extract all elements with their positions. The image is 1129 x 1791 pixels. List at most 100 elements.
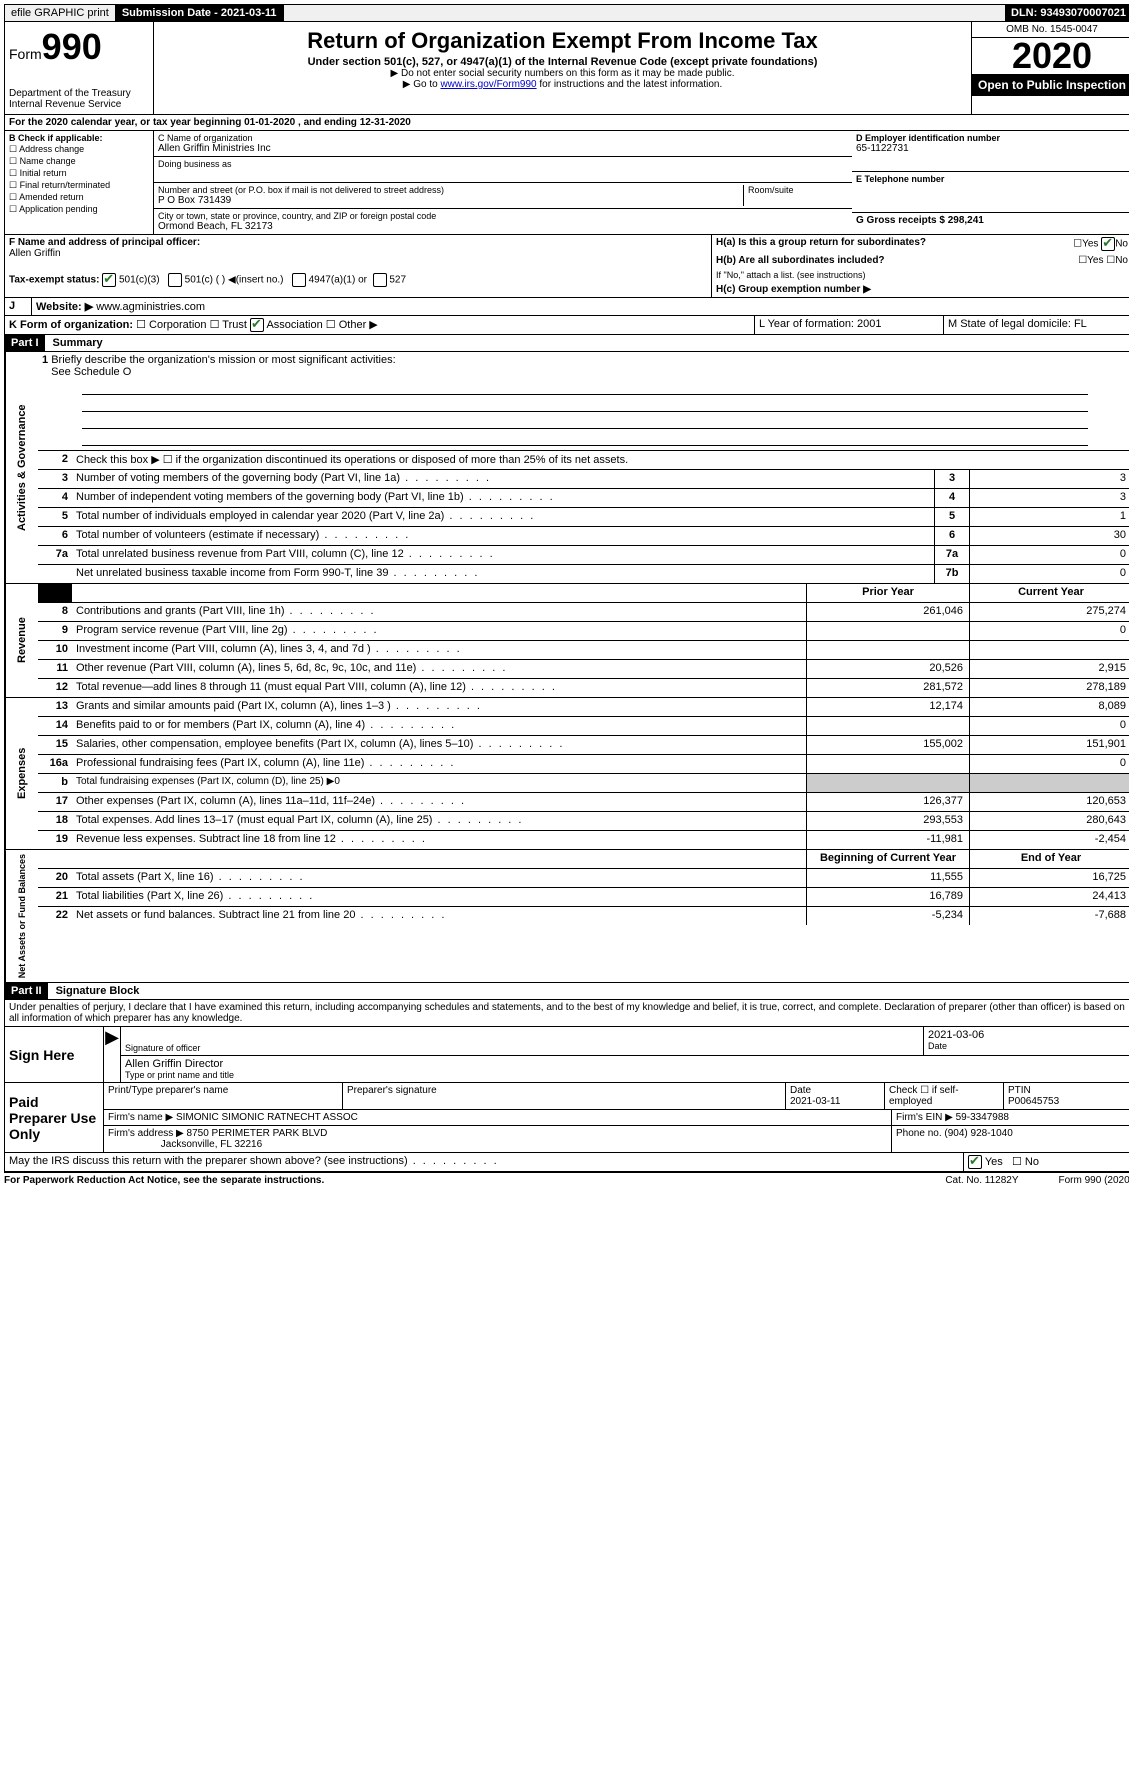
table-row: 9Program service revenue (Part VIII, lin… [38, 622, 1129, 641]
section-l: L Year of formation: 2001 [755, 316, 944, 334]
table-row: 12Total revenue—add lines 8 through 11 (… [38, 679, 1129, 697]
prep-sig-lbl: Preparer's signature [343, 1083, 786, 1109]
opt-501c: 501(c) ( ) ◀(insert no.) [185, 275, 284, 286]
note-ssn: ▶ Do not enter social security numbers o… [158, 68, 967, 79]
gross-receipts: G Gross receipts $ 298,241 [856, 215, 1128, 226]
ha-no-chk[interactable] [1101, 237, 1115, 251]
city-label: City or town, state or province, country… [158, 211, 848, 221]
chk-final[interactable]: ☐ Final return/terminated [9, 180, 149, 191]
vert-netassets: Net Assets or Fund Balances [5, 850, 38, 982]
chk-name[interactable]: ☐ Name change [9, 156, 149, 167]
tax-year: 2020 [972, 38, 1129, 74]
line-a: For the 2020 calendar year, or tax year … [4, 115, 1129, 131]
chk-4947[interactable] [292, 273, 306, 287]
note-link: ▶ Go to www.irs.gov/Form990 for instruct… [158, 79, 967, 90]
chk-address[interactable]: ☐ Address change [9, 144, 149, 155]
addr-value: P O Box 731439 [158, 195, 743, 206]
chk-501c3[interactable] [102, 273, 116, 287]
line-a-text: For the 2020 calendar year, or tax year … [5, 115, 1129, 130]
netassets-section: Net Assets or Fund Balances Beginning of… [4, 850, 1129, 983]
table-row: 5Total number of individuals employed in… [38, 508, 1129, 527]
chk-amended[interactable]: ☐ Amended return [9, 192, 149, 203]
table-row: 11Other revenue (Part VIII, column (A), … [38, 660, 1129, 679]
firm-name: SIMONIC SIMONIC RATNECHT ASSOC [176, 1112, 358, 1123]
k-assoc-chk[interactable] [250, 318, 264, 332]
table-row: 22Net assets or fund balances. Subtract … [38, 907, 1129, 925]
chk-initial[interactable]: ☐ Initial return [9, 168, 149, 179]
col-current: Current Year [969, 584, 1129, 602]
section-b: B Check if applicable: ☐ Address change … [5, 131, 154, 234]
fh-block: F Name and address of principal officer:… [4, 235, 1129, 298]
q1-answer: See Schedule O [51, 366, 131, 378]
org-name: Allen Griffin Ministries Inc [158, 143, 848, 154]
section-f-label: F Name and address of principal officer: [9, 237, 707, 248]
k-assoc: Association [266, 319, 322, 331]
col-prior: Prior Year [806, 584, 969, 602]
org-name-label: C Name of organization [158, 133, 848, 143]
note2-pre: ▶ Go to [403, 79, 441, 90]
chk-527[interactable] [373, 273, 387, 287]
firm-addr2: Jacksonville, FL 32216 [161, 1139, 262, 1150]
chk-pending[interactable]: ☐ Application pending [9, 204, 149, 215]
bcdeg-block: B Check if applicable: ☐ Address change … [4, 131, 1129, 235]
city-value: Ormond Beach, FL 32173 [158, 221, 848, 232]
paid-preparer-block: Paid Preparer Use Only Print/Type prepar… [4, 1083, 1129, 1153]
page-footer: For Paperwork Reduction Act Notice, see … [4, 1172, 1129, 1186]
vert-governance: Activities & Governance [5, 352, 38, 583]
type-name-label: Type or print name and title [125, 1070, 1128, 1080]
k-trust: Trust [222, 319, 247, 331]
ein-value: 65-1122731 [856, 143, 1128, 154]
table-row: 17Other expenses (Part IX, column (A), l… [38, 793, 1129, 812]
ptin-label: PTIN [1008, 1085, 1031, 1096]
ha-no: No [1115, 239, 1128, 250]
footer-mid: Cat. No. 11282Y [945, 1175, 1018, 1186]
form-subtitle: Under section 501(c), 527, or 4947(a)(1)… [158, 56, 967, 68]
irs-link[interactable]: www.irs.gov/Form990 [440, 79, 536, 90]
part1-title: Summary [45, 335, 111, 351]
dln: DLN: 93493070007021 [1005, 5, 1129, 21]
section-j: J Website: ▶ www.agministries.com [4, 298, 1129, 316]
part2-badge: Part II [5, 983, 48, 999]
firm-addr-lbl: Firm's address ▶ [108, 1128, 184, 1139]
section-deg: D Employer identification number 65-1122… [852, 131, 1129, 234]
ha-yes: Yes [1082, 239, 1098, 250]
top-bar: efile GRAPHIC print Submission Date - 20… [4, 4, 1129, 22]
table-row: 13Grants and similar amounts paid (Part … [38, 698, 1129, 717]
open-public: Open to Public Inspection [972, 74, 1129, 96]
irs-label: Internal Revenue Service [9, 99, 149, 110]
table-row: 14Benefits paid to or for members (Part … [38, 717, 1129, 736]
sign-here-block: Sign Here ▶ Signature of officer 2021-03… [4, 1027, 1129, 1083]
officer-name: Allen Griffin [9, 248, 707, 259]
section-m: M State of legal domicile: FL [944, 316, 1129, 334]
table-row: 20Total assets (Part X, line 16)11,55516… [38, 869, 1129, 888]
table-row: 16aProfessional fundraising fees (Part I… [38, 755, 1129, 774]
discuss-row: May the IRS discuss this return with the… [4, 1153, 1129, 1172]
firm-addr1: 8750 PERIMETER PARK BLVD [187, 1128, 328, 1139]
discuss-text: May the IRS discuss this return with the… [5, 1153, 963, 1171]
discuss-yes-chk[interactable] [968, 1155, 982, 1169]
table-row: 6Total number of volunteers (estimate if… [38, 527, 1129, 546]
expenses-section: Expenses 13Grants and similar amounts pa… [4, 698, 1129, 850]
section-klm: K Form of organization: ☐ Corporation ☐ … [4, 316, 1129, 335]
q1-text: Briefly describe the organization's miss… [51, 354, 395, 366]
table-row: Net unrelated business taxable income fr… [38, 565, 1129, 583]
table-row: 8Contributions and grants (Part VIII, li… [38, 603, 1129, 622]
table-row: 19Revenue less expenses. Subtract line 1… [38, 831, 1129, 849]
addr-label: Number and street (or P.O. box if mail i… [158, 185, 743, 195]
dept-label: Department of the Treasury [9, 88, 149, 99]
paid-preparer-label: Paid Preparer Use Only [5, 1083, 104, 1152]
table-row: 10Investment income (Part VIII, column (… [38, 641, 1129, 660]
form-title: Return of Organization Exempt From Incom… [158, 28, 967, 54]
part2-header-row: Part II Signature Block [4, 983, 1129, 1000]
efile-label[interactable]: efile GRAPHIC print [5, 5, 116, 21]
sign-here-label: Sign Here [5, 1027, 104, 1082]
col-begin: Beginning of Current Year [806, 850, 969, 868]
self-employed[interactable]: Check ☐ if self-employed [885, 1083, 1004, 1109]
firm-phone-lbl: Phone no. [896, 1128, 942, 1139]
chk-501c[interactable] [168, 273, 182, 287]
discuss-no: No [1025, 1156, 1039, 1168]
firm-ein-lbl: Firm's EIN ▶ [896, 1112, 953, 1123]
ptin-value: P00645753 [1008, 1096, 1059, 1107]
part1-badge: Part I [5, 335, 45, 351]
table-row: 15Salaries, other compensation, employee… [38, 736, 1129, 755]
